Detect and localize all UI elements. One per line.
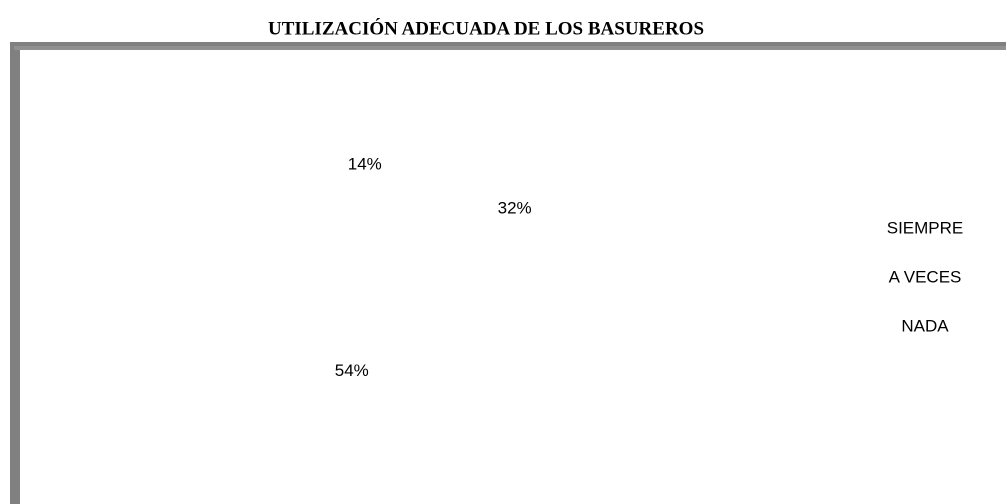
- pie-slice: [274, 182, 542, 413]
- chart-title: UTILIZACIÓN ADECUADA DE LOS BASUREROS: [268, 17, 704, 39]
- frame-top-inner: [14, 46, 1006, 50]
- pie-slice: [415, 132, 555, 332]
- data-label: 32%: [498, 198, 532, 217]
- pie-slice: [307, 132, 415, 272]
- legend-label: NADA: [901, 316, 949, 335]
- legend-label: A VECES: [889, 267, 962, 286]
- frame-left: [10, 42, 20, 504]
- legend-label: SIEMPRE: [887, 218, 964, 237]
- data-label: 14%: [348, 155, 382, 174]
- data-label: 54%: [335, 361, 369, 380]
